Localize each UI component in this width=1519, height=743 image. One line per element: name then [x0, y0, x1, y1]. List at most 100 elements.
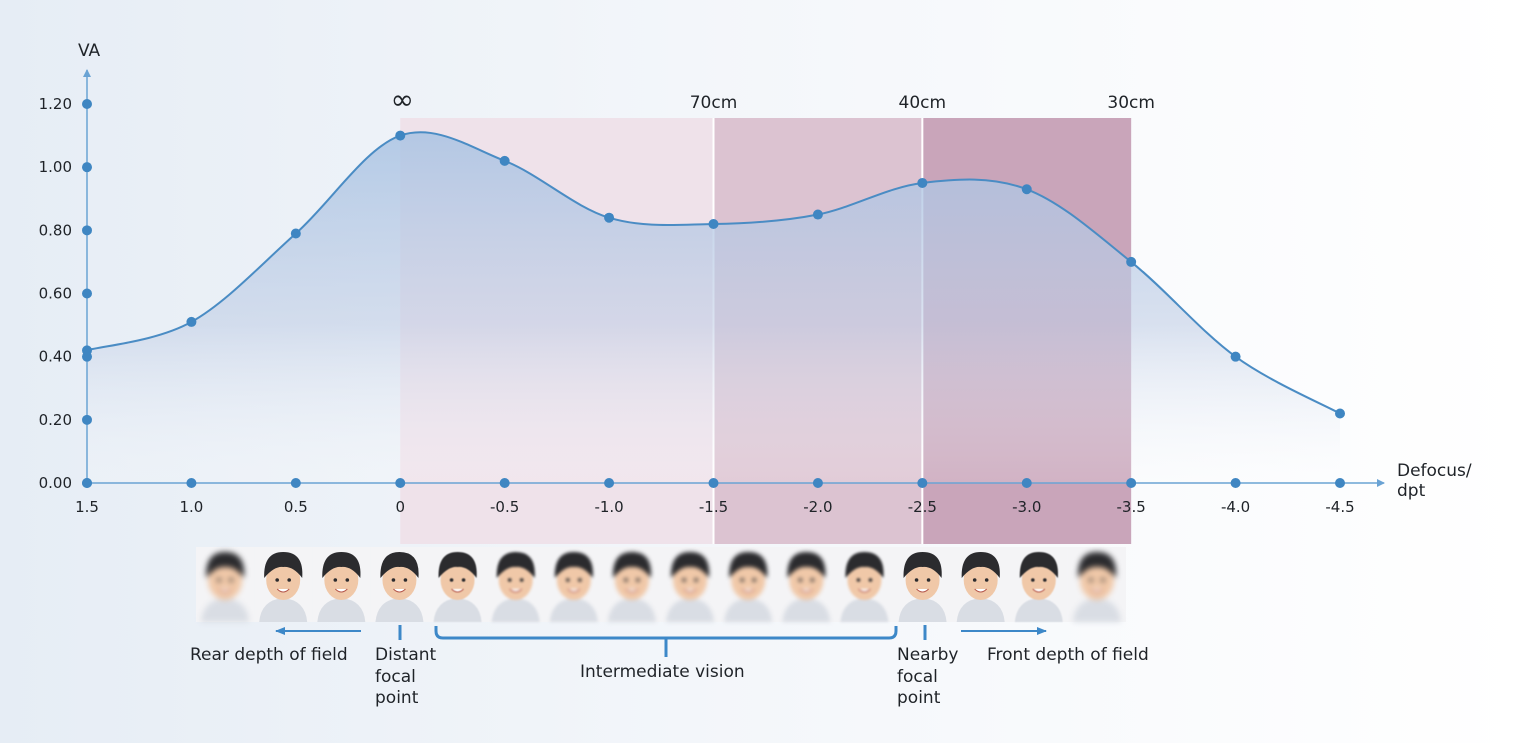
face-figure	[433, 552, 482, 622]
eye	[461, 578, 466, 582]
smile	[1032, 588, 1046, 593]
data-point-1	[186, 316, 197, 327]
y-tick-label-2: 0.40	[39, 348, 72, 366]
y-tick-label-0: 0.00	[39, 474, 72, 492]
face-figure	[549, 552, 598, 622]
front-label: Front depth of field	[987, 645, 1149, 665]
hair	[671, 552, 710, 578]
eye	[229, 578, 233, 582]
hair	[264, 552, 303, 578]
data-point-11	[1230, 351, 1241, 362]
intermediate-label: Intermediate vision	[580, 662, 745, 682]
shirt	[491, 598, 540, 622]
eye	[694, 578, 698, 582]
smile	[218, 588, 232, 593]
data-point-0	[82, 345, 92, 356]
smile	[451, 588, 464, 593]
hair	[438, 552, 477, 578]
face-figure	[1072, 552, 1121, 622]
x-tick-dot-1	[186, 478, 197, 488]
face-figure	[666, 552, 715, 622]
smile	[1090, 588, 1104, 593]
face	[556, 560, 591, 600]
smile	[334, 588, 348, 593]
face	[963, 560, 998, 600]
face-figure	[259, 552, 308, 622]
distance-label-1: 70cm	[690, 93, 738, 113]
face	[498, 560, 533, 600]
distance-label-3: 30cm	[1107, 93, 1155, 113]
eye	[624, 578, 628, 582]
x-tick-label-8: -2.5	[908, 498, 937, 516]
data-point-3	[395, 130, 406, 141]
smile	[393, 588, 406, 593]
face-figure	[201, 552, 250, 622]
smile	[567, 588, 581, 593]
hair	[322, 552, 361, 578]
data-point-7	[812, 209, 823, 220]
face-thumbnail-6	[544, 547, 603, 622]
data-point-10	[1126, 256, 1137, 267]
smile	[509, 588, 523, 593]
smile	[799, 588, 813, 593]
va-area-fill	[87, 132, 1340, 484]
face-figure	[724, 552, 773, 622]
y-tick-dot-4	[82, 225, 92, 236]
x-tick-dot-4	[499, 478, 510, 488]
eye	[856, 578, 861, 582]
eye	[217, 578, 221, 582]
shirt	[375, 598, 424, 622]
nearby-label: Nearby focal point	[897, 645, 964, 708]
smile	[974, 588, 988, 593]
eye	[403, 578, 408, 582]
x-tick-label-1: 1.0	[179, 498, 203, 516]
tick-labels: 0.00 0.20 0.40 0.60 0.80 1.00 1.20 1.5 1.0 0.5 0 -0…	[39, 95, 1355, 516]
eye	[287, 578, 291, 582]
face-figure	[607, 552, 656, 622]
x-tick-label-0: 1.5	[75, 498, 99, 516]
shirt	[433, 598, 482, 622]
y-tick-dot-5	[82, 162, 92, 173]
distant-label: Distant focal point	[375, 645, 442, 708]
face-image-strip	[196, 547, 1126, 622]
face	[1079, 560, 1114, 600]
x-tick-dot-0	[82, 478, 92, 488]
face-figure	[782, 552, 831, 622]
eye	[752, 578, 756, 582]
hair	[1077, 552, 1117, 578]
face-thumbnail-2	[312, 547, 371, 622]
y-tick-dot-3	[82, 288, 92, 299]
eye	[507, 578, 512, 582]
eye	[1101, 578, 1105, 582]
x-tick-dot-6	[708, 478, 719, 488]
shirt	[898, 598, 947, 622]
hair	[787, 552, 826, 578]
x-tick-dot-7	[812, 478, 823, 488]
shirt	[201, 598, 250, 622]
hair	[380, 552, 419, 578]
eye	[1089, 578, 1093, 582]
shirt	[1014, 598, 1063, 622]
x-axis-title-line1: Defocus/	[1397, 461, 1472, 481]
face	[614, 560, 649, 600]
face	[673, 560, 708, 600]
face	[905, 560, 940, 600]
face	[440, 560, 475, 600]
x-tick-label-10: -3.5	[1117, 498, 1146, 516]
eye	[345, 578, 350, 582]
x-tick-label-6: -1.5	[699, 498, 728, 516]
smile	[625, 588, 639, 593]
y-tick-label-5: 1.00	[39, 158, 72, 176]
face-figure	[840, 552, 889, 622]
x-tick-label-5: -1.0	[594, 498, 623, 516]
y-tick-dot-1	[82, 414, 92, 425]
shirt	[782, 598, 831, 622]
hair	[496, 552, 535, 578]
face-figure	[491, 552, 540, 622]
face-thumbnail-10	[777, 547, 836, 622]
eye	[740, 578, 744, 582]
smile	[858, 588, 871, 593]
x-tick-dot-12	[1335, 478, 1345, 488]
x-tick-dot-2	[290, 478, 301, 488]
smile	[276, 588, 290, 593]
